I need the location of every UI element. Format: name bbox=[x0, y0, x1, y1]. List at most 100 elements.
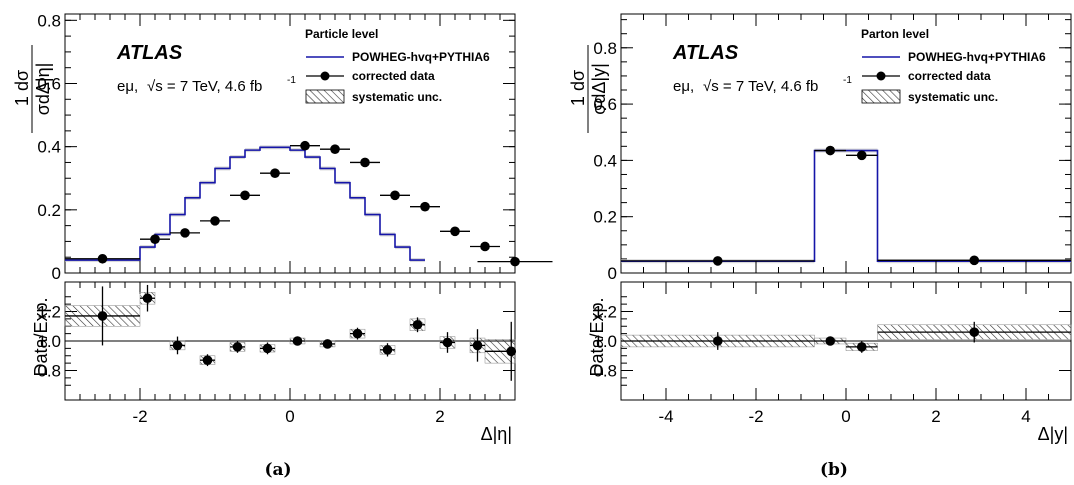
panel-b-data-point bbox=[856, 150, 867, 161]
panel-a-lumi-exponent: -1 bbox=[287, 75, 296, 86]
panel-a-data-point bbox=[150, 234, 160, 245]
panel-a-ratio-point bbox=[292, 336, 303, 346]
panel-a-legend: POWHEG-hvq+PYTHIA6 corrected data system… bbox=[305, 50, 490, 104]
panel-a-x-tick-label: 2 bbox=[435, 407, 444, 426]
panel-a-y-label-denominator: σdΔ|η| bbox=[33, 63, 53, 116]
panel-b-ratio-y-tick-label: 1.0 bbox=[593, 332, 617, 351]
panel-b-y-label-numerator: 1 dσ bbox=[568, 70, 588, 106]
panel-a-y-tick-label: 0 bbox=[52, 264, 61, 283]
panel-a-legend-data-marker bbox=[320, 71, 330, 81]
panel-b-y-tick-label: 0 bbox=[608, 264, 617, 283]
panel-a-prediction-line bbox=[65, 146, 425, 261]
panel-b-x-tick-label: -4 bbox=[658, 407, 673, 426]
panel-b-y-tick-label: 0.2 bbox=[593, 208, 617, 227]
panel-a-ratio-point bbox=[262, 343, 273, 354]
panel-a-ratio-point bbox=[322, 339, 333, 349]
panel-a-y-tick-label: 0.8 bbox=[37, 11, 61, 30]
panel-b-ratio-point bbox=[969, 327, 980, 337]
panel-a-data-point bbox=[450, 226, 460, 237]
panel-a-ratio-point bbox=[412, 319, 423, 330]
panel-a-data-point bbox=[480, 241, 490, 252]
panel-a-data-point bbox=[180, 228, 190, 238]
panel-a-ratio-point bbox=[202, 355, 213, 365]
panel-b: 0 0.2 0.4 0.6 0.8 0.8 1.0 1.2 -4 -2 0 2 4 1 dσ σdΔ|… bbox=[568, 13, 1072, 480]
panel-a-ratio-y-tick-label: 1.0 bbox=[37, 332, 61, 351]
panel-a-data-point bbox=[300, 140, 310, 151]
panel-a-x-label: Δ|η| bbox=[481, 424, 512, 444]
panel-b-energy-lumi: √s = 7 TeV, 4.6 fb bbox=[703, 78, 818, 95]
panel-a-ratio-point bbox=[352, 328, 363, 339]
panel-b-ratio-y-tick-label: 1.2 bbox=[593, 303, 617, 322]
panel-a-ratio-point bbox=[97, 311, 108, 321]
panel-a-info: eμ, √s = 7 TeV, 4.6 fb -1 bbox=[117, 75, 296, 95]
panel-b-y-label: 1 dσ σdΔ|y| bbox=[568, 45, 609, 133]
panel-b-ratio-point bbox=[856, 342, 867, 352]
panel-b-x-tick-label: 4 bbox=[1021, 407, 1030, 426]
panel-a-legend-syst: systematic unc. bbox=[352, 90, 442, 104]
panel-b-data-point bbox=[712, 256, 723, 266]
panel-a-ratio-y-tick-label: 0.8 bbox=[37, 362, 61, 381]
panel-b-legend-data: corrected data bbox=[908, 69, 991, 83]
panel-b-ratio-point bbox=[712, 336, 723, 346]
panel-a-x-tick-label: -2 bbox=[132, 407, 147, 426]
panel-b-y-tick-label: 0.8 bbox=[593, 39, 617, 58]
panel-a-data-point bbox=[390, 190, 400, 201]
panel-b-legend-data-marker bbox=[876, 71, 886, 81]
panel-a-ratio-point bbox=[232, 342, 243, 352]
panel-a-ratio-y-tick-label: 1.2 bbox=[37, 303, 61, 322]
panel-b-ratio-y-label: Data/Exp. bbox=[587, 297, 607, 376]
panel-a-y-tick-label: 0.6 bbox=[37, 74, 61, 93]
panel-b-data-point bbox=[825, 145, 836, 156]
panel-a-data-point bbox=[270, 168, 280, 178]
panel-b-caption: (b) bbox=[820, 460, 848, 480]
panel-a-ratio-y-label: Data/Exp. bbox=[31, 297, 51, 376]
panel-b-x-tick-label: 2 bbox=[931, 407, 940, 426]
panel-b-x-tick-label: 0 bbox=[841, 407, 850, 426]
panel-a-y-label: 1 dσ σdΔ|η| bbox=[12, 45, 53, 133]
panel-a-x-tick-label: 0 bbox=[285, 407, 294, 426]
panel-b-ratio-plot: 0.8 1.0 1.2 -4 -2 0 2 4 bbox=[593, 14, 1072, 426]
panel-a-ratio-point bbox=[472, 340, 483, 351]
panel-b-legend-syst: systematic unc. bbox=[908, 90, 998, 104]
panel-a: 00.20.40.60.8 0.81.01.2-2 0 2 1 dσ σdΔ|η| … bbox=[12, 11, 553, 480]
panel-a-ratio-plot: 0.8 1.0 1.2 -2 0 2 bbox=[37, 14, 517, 426]
panel-b-ratio-y-tick-label: 0.8 bbox=[593, 362, 617, 381]
panel-b-ratio-point bbox=[825, 336, 836, 346]
panel-a-main-plot: 0 0.2 0.4 0.6 0.8 bbox=[37, 11, 553, 283]
panel-b-x-label: Δ|y| bbox=[1038, 424, 1068, 444]
panel-a-data-point bbox=[510, 256, 520, 267]
panel-b-lumi-exponent: -1 bbox=[843, 75, 852, 86]
panel-b-legend-syst-swatch bbox=[861, 89, 901, 104]
panel-a-data-point bbox=[330, 144, 340, 154]
panel-a-ratio-point bbox=[172, 340, 183, 351]
panel-a-legend-syst-swatch bbox=[305, 89, 345, 104]
panel-a-ratio-point bbox=[382, 345, 393, 355]
panel-a-data-point bbox=[210, 216, 220, 226]
panel-a-level-label: Particle level bbox=[305, 27, 378, 41]
panel-b-x-tick-label: -2 bbox=[748, 407, 763, 426]
panel-b-level-label: Parton level bbox=[861, 27, 929, 41]
panel-b-legend-prediction: POWHEG-hvq+PYTHIA6 bbox=[908, 50, 1046, 64]
panel-a-ratio-point bbox=[442, 337, 453, 348]
panel-a-data-point bbox=[97, 253, 108, 264]
panel-b-y-tick-label: 0.6 bbox=[593, 95, 617, 114]
panel-b-channel: eμ, bbox=[673, 78, 694, 95]
panel-b-legend: POWHEG-hvq+PYTHIA6 corrected data system… bbox=[861, 50, 1046, 104]
panel-a-legend-data: corrected data bbox=[352, 69, 435, 83]
panel-a-ratio-point bbox=[506, 346, 517, 357]
panel-b-atlas-label: ATLAS bbox=[672, 42, 739, 64]
panel-b-prediction-line bbox=[621, 149, 1071, 262]
panel-a-data-point bbox=[240, 190, 250, 201]
panel-a-data-point bbox=[420, 201, 430, 212]
panel-a-ratio-point bbox=[142, 293, 153, 304]
panel-a-y-label-numerator: 1 dσ bbox=[12, 70, 32, 106]
panel-a-data-point bbox=[360, 157, 370, 168]
panel-a-caption: (a) bbox=[264, 460, 291, 480]
panel-a-energy-lumi: √s = 7 TeV, 4.6 fb bbox=[147, 78, 262, 95]
panel-b-y-label-denominator: σdΔ|y| bbox=[589, 63, 609, 115]
panel-a-channel: eμ, bbox=[117, 78, 138, 95]
panel-a-y-tick-label: 0.2 bbox=[37, 201, 61, 220]
panel-b-data-point bbox=[969, 255, 980, 266]
panel-a-atlas-label: ATLAS bbox=[116, 42, 183, 64]
